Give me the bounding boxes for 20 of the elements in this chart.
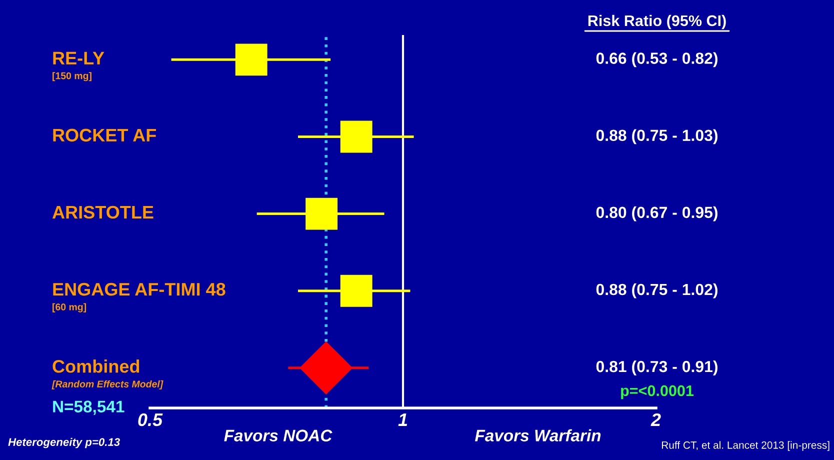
text: 0.66 (0.53 - 0.82) <box>596 52 718 68</box>
text: 0.80 (0.67 - 0.95) <box>596 206 718 222</box>
y-tick-label: Combined [Random Effects Model] <box>52 360 164 390</box>
text: 0.88 (0.75 - 1.02) <box>596 283 718 298</box>
text: Risk Ratio (95% CI) <box>588 14 726 30</box>
x-tick-label: 2 <box>650 413 661 426</box>
text: 0.81 (0.73 - 0.91) <box>596 360 718 376</box>
y-tick-label: ENGAGE AF-TIMI 48 [60 mg] <box>52 282 226 312</box>
x-tick-label: 1 <box>398 414 408 426</box>
annotation: p=<0.0001 <box>621 385 694 400</box>
text: Ruff CT, et al. Lancet 2013 [in-press] <box>662 441 830 451</box>
x-tick-label: 0.5 <box>138 413 163 426</box>
y-tick-label: RE-LY [150 mg] <box>52 52 104 82</box>
text: Favors Warfarin <box>475 429 601 442</box>
y-tick-label: ROCKET AF <box>53 128 156 142</box>
text: Heterogeneity p=0.13 <box>8 438 120 448</box>
text: Favors NOAC <box>224 430 332 442</box>
text: 0.88 (0.75 - 1.03) <box>596 129 718 144</box>
y-tick-label: ARISTOTLE <box>52 206 154 219</box>
text: N=58,541 <box>53 400 124 415</box>
